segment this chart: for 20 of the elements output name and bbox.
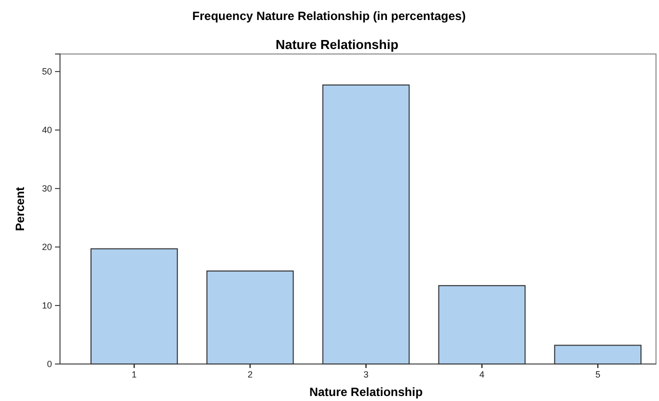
y-tick-label: 40 [42,124,52,135]
y-tick-label: 10 [42,300,52,310]
x-axis-title: Nature Relationship [309,385,423,399]
x-tick-label: 3 [363,369,369,380]
chart-title: Frequency Nature Relationship (in percentages) [192,9,466,23]
bar [322,84,410,364]
y-tick-label: 0 [46,358,52,369]
y-axis-title: Percent [13,186,27,232]
x-tick-label: 2 [248,369,253,380]
bar [554,344,642,364]
x-tick-label: 1 [132,369,137,380]
x-tick-label: 4 [479,369,484,380]
y-tick-label: 50 [42,66,52,76]
bar [90,248,178,364]
y-tick-label: 30 [42,183,52,194]
bar [206,270,294,364]
x-tick-label: 5 [595,369,600,380]
y-tick-label: 20 [42,242,52,252]
chart-subtitle: Nature Relationship [276,37,398,52]
bar [438,285,526,364]
